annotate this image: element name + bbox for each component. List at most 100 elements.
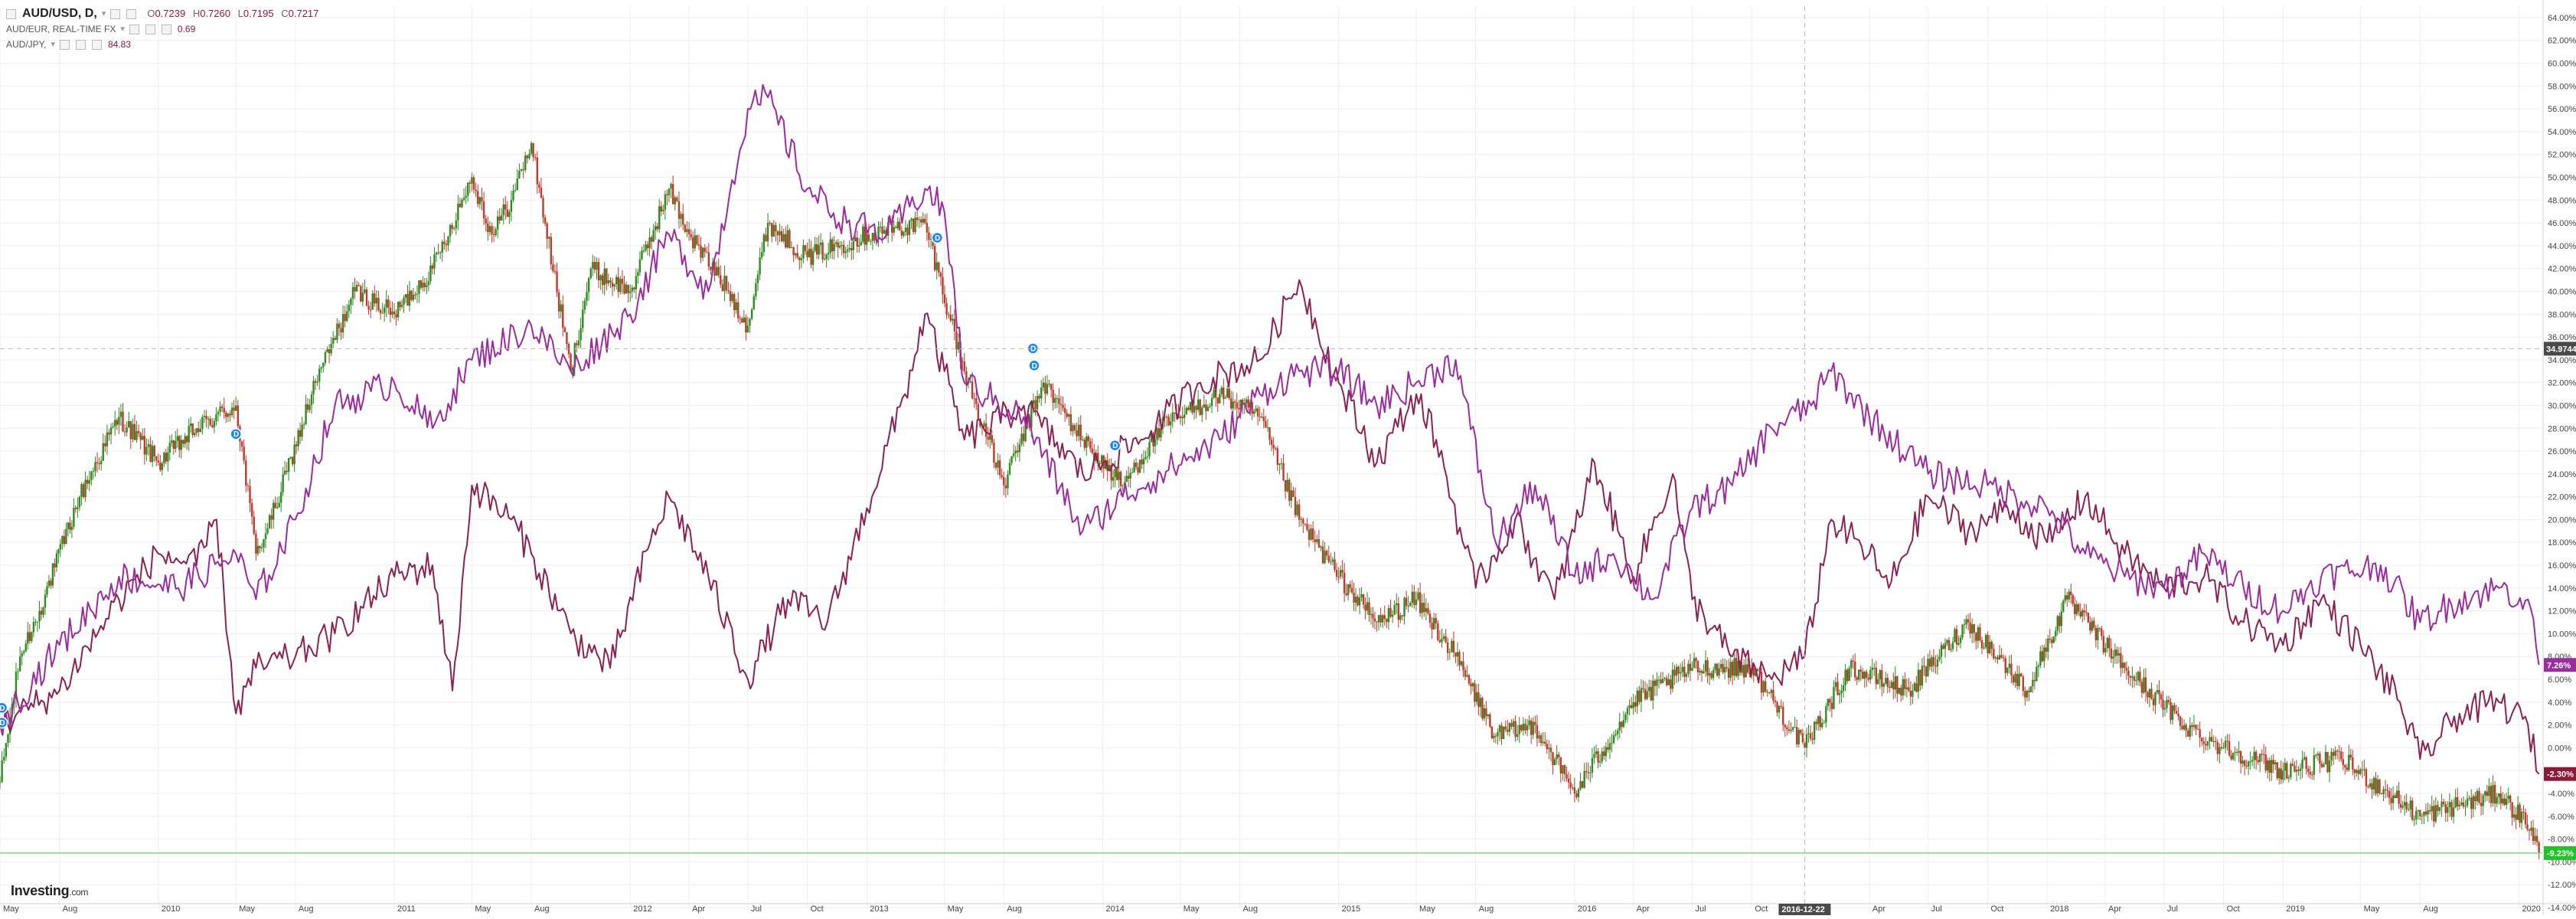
candle-body: [478, 197, 482, 204]
candle-body: [538, 184, 540, 188]
candle-body: [2496, 796, 2498, 804]
grid: [0, 6, 2542, 908]
candle-body: [1314, 539, 1316, 542]
candle-body: [1226, 388, 1229, 398]
chevron-down-icon[interactable]: ▾: [120, 25, 125, 34]
candle-body: [1657, 679, 1660, 681]
candle-body: [1782, 706, 1784, 725]
compare-1-symbol[interactable]: AUD/EUR, REAL-TIME FX: [6, 24, 116, 34]
candle-body: [1731, 662, 1734, 676]
candle-body: [571, 367, 574, 371]
candle-body: [2313, 755, 2315, 775]
candle-body: [346, 311, 348, 322]
price-badge-bg: [2544, 845, 2576, 860]
candle-body: [1553, 759, 1556, 766]
candle-body: [1276, 448, 1279, 465]
candle-body: [2199, 729, 2201, 738]
candle-body: [334, 338, 336, 340]
legend-compare-2[interactable]: AUD/JPY, ▾ 84.83: [6, 37, 318, 52]
candle-body: [1733, 658, 1735, 676]
candle-body: [1181, 416, 1184, 418]
candle-body: [723, 276, 726, 292]
candle-body: [1794, 727, 1796, 728]
candle-body: [255, 533, 257, 554]
candle-body: [1695, 658, 1697, 662]
candle-body: [133, 424, 136, 440]
eye-icon[interactable]: [110, 8, 121, 19]
candle-body: [1838, 693, 1841, 695]
candle-body: [654, 226, 657, 231]
candle-body: [1752, 668, 1755, 676]
event-marker[interactable]: [230, 427, 242, 440]
candle-body: [993, 443, 995, 463]
compare-2-symbol[interactable]: AUD/JPY,: [6, 39, 47, 50]
candle-body: [1544, 741, 1546, 744]
candle-body: [1556, 754, 1558, 760]
collapse-icon[interactable]: [6, 8, 16, 19]
candle-body: [501, 215, 503, 221]
event-marker[interactable]: [0, 702, 8, 715]
candle-body: [938, 262, 940, 273]
candle-body: [2272, 760, 2274, 765]
candle-body: [1462, 661, 1464, 670]
candle-body: [491, 226, 493, 234]
candle-body: [1797, 730, 1800, 744]
legend-compare-1[interactable]: AUD/EUR, REAL-TIME FX ▾ 0.69: [6, 21, 318, 37]
candle-body: [1066, 413, 1068, 417]
candle-body: [510, 200, 513, 212]
candle-body: [50, 581, 52, 586]
candle-body: [2291, 764, 2294, 766]
candle-body: [1700, 671, 1703, 673]
candle-body: [864, 226, 866, 245]
event-marker[interactable]: [1108, 439, 1121, 452]
candle-body: [159, 462, 162, 470]
candle-body: [2106, 637, 2109, 649]
event-marker[interactable]: [0, 716, 8, 729]
candle-body: [670, 184, 672, 189]
candle-body: [365, 289, 368, 306]
candle-body: [1940, 645, 1943, 657]
candle-body: [55, 553, 58, 567]
event-marker[interactable]: [1028, 359, 1040, 372]
close-icon[interactable]: [161, 24, 171, 34]
close-icon[interactable]: [92, 39, 102, 50]
candle-body: [1142, 459, 1145, 465]
series-line-aud-eur: [0, 279, 2540, 775]
x-tick-label: Aug: [1242, 904, 1258, 914]
candle-body: [1632, 702, 1634, 708]
settings-icon[interactable]: [145, 24, 155, 34]
settings-icon[interactable]: [76, 39, 86, 50]
candle-body: [1036, 395, 1039, 410]
eye-icon[interactable]: [60, 39, 70, 50]
candle-body: [157, 460, 160, 463]
candle-body: [1298, 504, 1301, 520]
candle-body: [1772, 689, 1774, 701]
event-marker[interactable]: [931, 231, 944, 244]
candle-body: [2428, 809, 2431, 812]
y-tick-label: 30.00%: [2548, 401, 2576, 410]
y-tick-label: -8.00%: [2548, 836, 2574, 845]
candle-body: [969, 381, 971, 383]
eye-icon[interactable]: [129, 24, 139, 34]
candle-body: [1379, 615, 1382, 623]
candle-body: [573, 343, 576, 368]
candle-body: [2409, 800, 2411, 809]
x-tick-label: 2016: [1578, 904, 1596, 914]
chevron-down-icon[interactable]: ▾: [51, 40, 55, 49]
settings-icon[interactable]: [126, 8, 137, 19]
candle-body: [881, 227, 883, 234]
candle-body: [1304, 523, 1307, 525]
candle-body: [1474, 683, 1476, 702]
candle-body: [534, 157, 537, 159]
chevron-down-icon[interactable]: ▾: [101, 9, 106, 18]
candle-body: [209, 418, 211, 426]
candle-body: [1494, 735, 1497, 737]
candle-body: [2534, 836, 2536, 842]
legend-main[interactable]: AUD/USD, D, ▾ O0.7239 H0.7260 L0.7195 C0…: [6, 6, 318, 21]
candle-body: [2297, 770, 2300, 771]
main-symbol[interactable]: AUD/USD, D,: [22, 7, 97, 20]
candle-body: [1869, 669, 1872, 680]
